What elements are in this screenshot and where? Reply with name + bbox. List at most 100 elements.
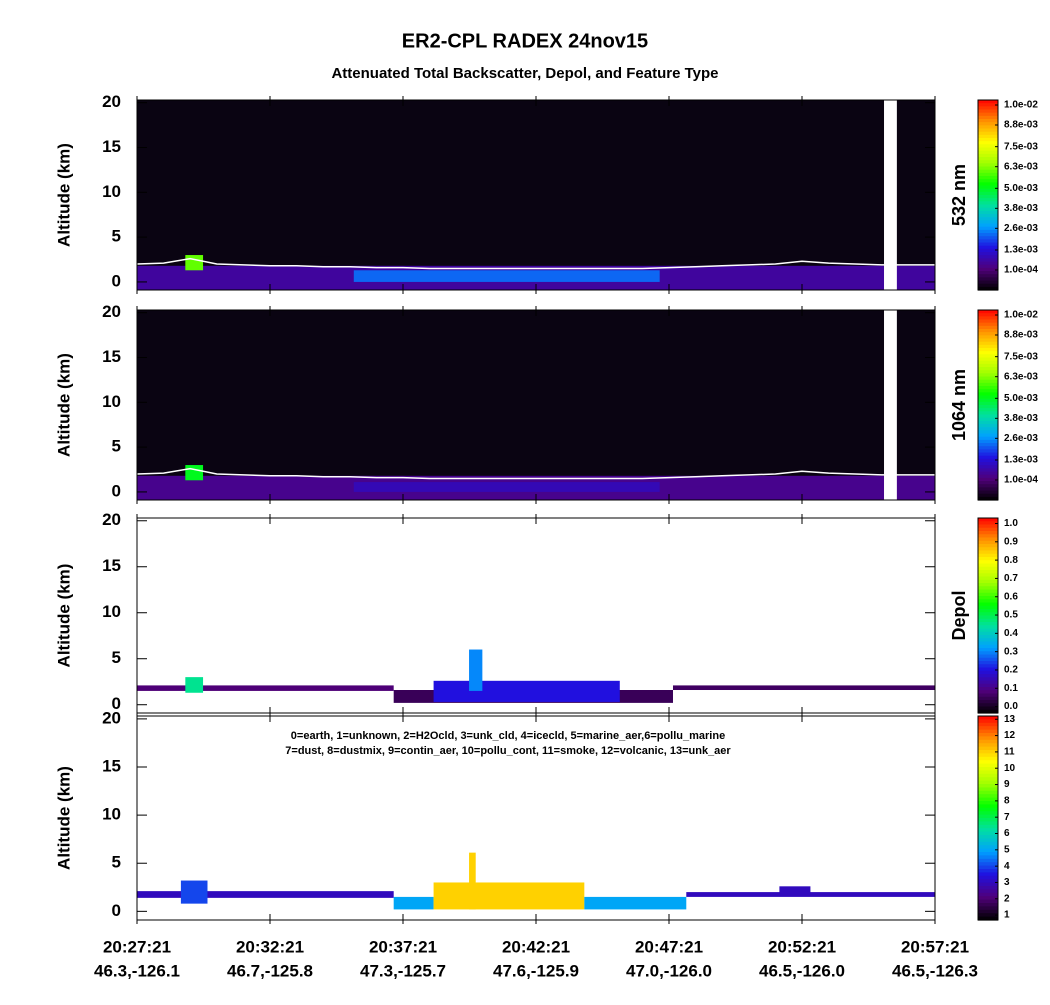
colorbar-tick-label: 8 [1004, 796, 1010, 807]
colorbar-swatch [978, 370, 998, 374]
colorbar-swatch [978, 865, 998, 870]
colorbar-swatch [978, 687, 998, 691]
colorbar-swatch [978, 690, 998, 695]
colorbar-swatch [978, 204, 998, 209]
colorbar-swatch [978, 716, 998, 720]
colorbar-swatch [978, 310, 998, 314]
x-tick-position: 47.0,-126.0 [626, 961, 712, 980]
figure-subtitle: Attenuated Total Backscatter, Depol, and… [331, 65, 718, 82]
colorbar-swatch [978, 814, 998, 819]
colorbar-swatch [978, 185, 998, 190]
y-axis-label: Altitude (km) [54, 353, 73, 457]
colorbar-swatch [978, 635, 998, 639]
colorbar-frame [977, 715, 999, 921]
colorbar-swatch [978, 739, 998, 744]
colorbar-swatch [978, 804, 998, 809]
colorbar-swatch [978, 283, 998, 288]
colorbar-swatch [978, 157, 998, 161]
y-tick-label: 15 [102, 137, 121, 156]
colorbar-swatch [978, 335, 998, 340]
colorbar-swatch [978, 122, 998, 126]
colorbar-swatch [978, 401, 998, 406]
colorbar-swatch [978, 746, 998, 751]
colorbar-swatch [978, 471, 998, 476]
colorbar-swatch [978, 544, 998, 548]
colorbar-tick-label: 1 [1004, 910, 1010, 921]
colorbar-tick-label: 5 [1004, 844, 1010, 855]
colorbar-swatch [978, 414, 998, 419]
colorbar-swatch [978, 286, 998, 291]
colorbar-tick-label: 13 [1004, 714, 1016, 725]
plot-background [137, 100, 935, 290]
colorbar-tick-label: 6.3e-03 [1004, 371, 1038, 382]
colorbar-swatch [978, 357, 998, 362]
colorbar-swatch [978, 537, 998, 542]
y-tick-label: 5 [112, 227, 121, 246]
colorbar-frame [977, 309, 999, 501]
colorbar-swatch [978, 700, 998, 704]
y-tick-label: 5 [112, 853, 121, 872]
colorbar-tick-label: 12 [1004, 730, 1016, 741]
colorbar-swatch [978, 128, 998, 133]
colorbar-swatch [978, 338, 998, 343]
colorbar-swatch [978, 906, 998, 911]
colorbar-tick-label: 0.6 [1004, 591, 1018, 602]
colorbar-swatch [978, 612, 998, 617]
plot-area [137, 852, 935, 910]
colorbar-tick-label: 0.8 [1004, 555, 1018, 566]
colorbar-swatch [978, 271, 998, 275]
colorbar-swatch [978, 354, 998, 359]
colorbar-tick-label: 2 [1004, 893, 1010, 904]
colorbar-swatch [978, 344, 998, 349]
colorbar-swatch [978, 207, 998, 212]
x-tick-position: 46.5,-126.3 [892, 961, 978, 980]
y-axis-label: Altitude (km) [54, 564, 73, 668]
colorbar-swatch [978, 586, 998, 591]
colorbar-swatch [978, 729, 998, 734]
layer [393, 896, 434, 910]
colorbar-swatch [978, 709, 998, 714]
colorbar-swatch [978, 341, 998, 346]
colorbar-swatch [978, 862, 998, 867]
colorbar-swatch [978, 277, 998, 282]
colorbar-swatch [978, 255, 998, 259]
figure-title: ER2-CPL RADEX 24nov15 [402, 30, 648, 52]
colorbar-swatch [978, 841, 998, 846]
colorbar-tick-label: 0.1 [1004, 683, 1018, 694]
colorbar-swatch [978, 182, 998, 187]
colorbar-swatch [978, 264, 998, 269]
colorbar-swatch [978, 172, 998, 177]
colorbar-swatch [978, 103, 998, 107]
colorbar-swatch [978, 756, 998, 761]
layer [185, 255, 204, 271]
colorbar-swatch [978, 329, 998, 333]
colorbar-swatch [978, 661, 998, 665]
colorbar-swatch [978, 693, 998, 698]
colorbar-swatch [978, 550, 998, 555]
colorbar-swatch [978, 531, 998, 535]
y-tick-label: 0 [112, 694, 121, 713]
colorbar-swatch [978, 618, 998, 623]
colorbar-tick-label: 0.4 [1004, 628, 1018, 639]
colorbar-swatch [978, 443, 998, 447]
colorbar-swatch [978, 261, 998, 266]
colorbar-swatch [978, 417, 998, 422]
colorbar-swatch [978, 363, 998, 368]
colorbar-swatch [978, 743, 998, 748]
colorbar-swatch [978, 780, 998, 785]
colorbar-tick-label: 0.3 [1004, 646, 1018, 657]
layer [584, 896, 687, 910]
layer [137, 891, 394, 898]
colorbar-swatch [978, 736, 998, 741]
colorbar-swatch [978, 858, 998, 863]
colorbar-tick-label: 6 [1004, 828, 1010, 839]
x-tick-position: 47.6,-125.9 [493, 961, 579, 980]
colorbar-swatch [978, 198, 998, 202]
colorbar-swatch [978, 490, 998, 495]
colorbar-swatch [978, 449, 998, 454]
colorbar-swatch [978, 109, 998, 114]
colorbar-swatch [978, 179, 998, 183]
colorbar-swatch [978, 239, 998, 244]
colorbar-swatch [978, 579, 998, 584]
colorbar-swatch [978, 667, 998, 672]
